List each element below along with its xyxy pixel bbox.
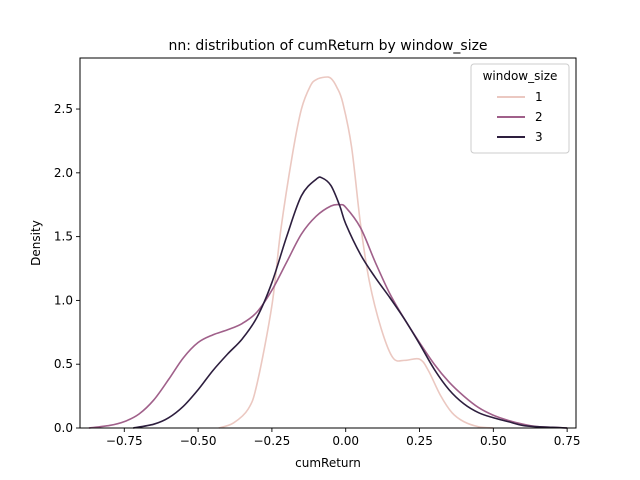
x-axis-label: cumReturn xyxy=(295,456,361,470)
y-tick-label: 0.5 xyxy=(54,357,73,371)
series-line-3 xyxy=(132,176,568,429)
x-tick-label: 0.50 xyxy=(480,434,507,448)
series-layer xyxy=(88,76,568,429)
x-tick-label: 0.25 xyxy=(406,434,433,448)
y-tick-label: 0.0 xyxy=(54,421,73,435)
series-line-1 xyxy=(218,76,494,429)
y-tick-label: 1.0 xyxy=(54,293,73,307)
legend-label-3: 3 xyxy=(535,130,543,144)
legend-label-1: 1 xyxy=(535,90,543,104)
series-line-2 xyxy=(88,203,568,429)
y-tick-label: 1.5 xyxy=(54,230,73,244)
x-axis-ticks: −0.75 −0.50 −0.25 0.00 0.25 0.50 0.75 xyxy=(106,428,581,448)
y-tick-label: 2.0 xyxy=(54,166,73,180)
y-axis-label: Density xyxy=(29,220,43,266)
legend-title: window_size xyxy=(483,69,558,83)
y-tick-label: 2.5 xyxy=(54,102,73,116)
x-tick-label: 0.75 xyxy=(554,434,581,448)
x-tick-label: −0.75 xyxy=(106,434,143,448)
plot-frame xyxy=(79,57,577,429)
legend-label-2: 2 xyxy=(535,110,543,124)
legend-box xyxy=(470,63,570,154)
legend: window_size 1 2 3 xyxy=(470,63,570,154)
x-tick-label: −0.50 xyxy=(180,434,217,448)
chart-title: nn: distribution of cumReturn by window_… xyxy=(168,38,487,54)
y-axis-ticks: 0.0 0.5 1.0 1.5 2.0 2.5 xyxy=(54,102,80,435)
x-tick-label: −0.25 xyxy=(254,434,291,448)
x-tick-label: 0.00 xyxy=(332,434,359,448)
